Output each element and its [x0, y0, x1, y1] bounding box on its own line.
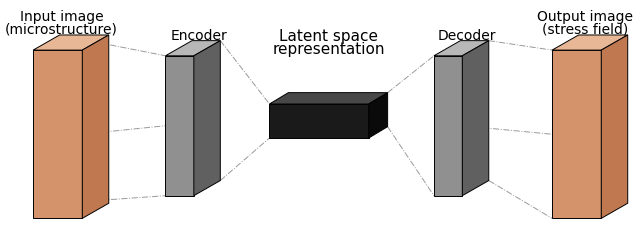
Text: Encoder: Encoder: [170, 29, 227, 43]
Text: representation: representation: [272, 42, 385, 57]
Polygon shape: [552, 35, 628, 50]
Text: Decoder: Decoder: [438, 29, 496, 43]
Polygon shape: [434, 56, 462, 196]
Polygon shape: [166, 56, 194, 196]
Polygon shape: [83, 35, 109, 218]
Polygon shape: [33, 50, 83, 218]
Text: (microstructure): (microstructure): [5, 23, 118, 37]
Polygon shape: [166, 41, 220, 56]
Text: Output image: Output image: [537, 10, 633, 24]
Text: (stress field): (stress field): [542, 23, 628, 37]
Polygon shape: [601, 35, 628, 218]
Polygon shape: [462, 41, 489, 196]
Polygon shape: [434, 41, 489, 56]
Text: Latent space: Latent space: [279, 29, 378, 44]
Polygon shape: [269, 104, 369, 138]
Polygon shape: [194, 41, 220, 196]
Text: Input image: Input image: [20, 10, 103, 24]
Polygon shape: [269, 93, 388, 104]
Polygon shape: [369, 93, 388, 138]
Polygon shape: [33, 35, 109, 50]
Polygon shape: [552, 50, 601, 218]
